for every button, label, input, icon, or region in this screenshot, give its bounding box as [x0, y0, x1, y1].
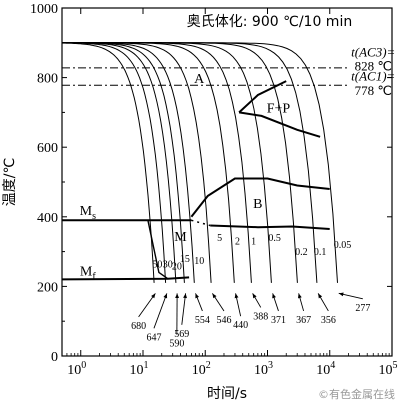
hardness-label: 277	[355, 303, 370, 314]
x-tick-exponent: 3	[268, 360, 273, 371]
mf-label-sub: f	[92, 271, 96, 282]
x-tick-label: 101	[129, 360, 148, 378]
hardness-arrowhead	[195, 293, 199, 299]
x-tick-exponent: 2	[206, 360, 211, 371]
hardness-arrowhead	[338, 292, 344, 297]
hardness-label: 356	[321, 315, 336, 326]
ac1-label: t(AC1)=	[351, 68, 395, 83]
x-tick-label: 102	[192, 360, 211, 378]
x-tick-label: 105	[379, 360, 398, 378]
y-tick-label: 800	[37, 72, 58, 87]
y-tick-label: 0	[51, 350, 58, 365]
cooling-rate-label: 15	[180, 254, 190, 265]
cooling-curve-5	[62, 42, 212, 283]
cooling-rate-label: 20	[172, 262, 182, 273]
y-tick-label: 600	[37, 141, 58, 156]
hardness-label: 388	[253, 311, 268, 322]
cooling-rate-label: 0.1	[314, 247, 327, 258]
watermark: ©有色金属在线	[318, 387, 395, 401]
fp-end-line	[238, 111, 321, 138]
region-b: B	[253, 197, 262, 212]
hardness-arrowhead	[318, 293, 323, 299]
hardness-arrowhead	[234, 293, 239, 299]
region-fp: F+P	[267, 101, 291, 116]
cooling-rate-label: 1	[251, 237, 256, 248]
hardness-arrowhead	[212, 293, 217, 299]
ms-label-sub: s	[92, 211, 96, 222]
ms-label: Ms	[80, 204, 96, 222]
x-tick-label: 103	[254, 360, 273, 378]
ac3-label: t(AC3)=	[351, 45, 395, 60]
mf-label: Mf	[80, 264, 96, 282]
cooling-rate-label: 0.5	[268, 233, 281, 244]
y-axis-label: 温度/℃	[2, 158, 18, 206]
y-tick-label: 400	[37, 211, 58, 226]
x-tick-label: 104	[316, 360, 335, 378]
hardness-label: 554	[195, 315, 210, 326]
x-tick-exponent: 0	[81, 360, 86, 371]
hardness-label: 546	[216, 315, 231, 326]
y-tick-label: 1000	[30, 2, 58, 17]
x-tick-exponent: 5	[393, 360, 398, 371]
hardness-label: 367	[296, 315, 311, 326]
cooling-rate-label: 50	[152, 259, 162, 270]
martensite-boundary	[147, 220, 169, 280]
chart-title: 奥氏体化: 900 ℃/10 min	[187, 13, 352, 30]
cooling-rate-label: 0.05	[334, 240, 352, 251]
ac3-value: 828 ℃	[355, 59, 392, 74]
bainite-end-line	[210, 224, 330, 230]
x-tick-exponent: 4	[330, 360, 335, 371]
bainite-start-line	[190, 177, 330, 218]
y-tick-label: 200	[37, 280, 58, 295]
hardness-label: 569	[174, 329, 189, 340]
cooling-rate-label: 30	[163, 259, 173, 270]
cooling-curve-10	[62, 42, 318, 283]
region-m: M	[174, 230, 187, 245]
hardness-label: 647	[146, 332, 161, 343]
hardness-arrowhead	[163, 293, 168, 299]
region-a: A	[194, 72, 205, 87]
hardness-label: 371	[271, 315, 286, 326]
hardness-label: 590	[169, 339, 184, 350]
hardness-label: 680	[131, 321, 146, 332]
cooling-rate-label: 10	[194, 256, 204, 267]
fp-start-line	[238, 80, 287, 114]
hardness-arrowhead	[252, 293, 257, 299]
ac1-value: 778 ℃	[355, 83, 392, 98]
hardness-arrowhead	[297, 293, 302, 299]
hardness-arrow	[181, 293, 187, 325]
x-tick-exponent: 1	[143, 360, 148, 371]
hardness-label: 440	[233, 320, 248, 331]
x-axis-label: 时间/s	[207, 386, 247, 402]
hardness-arrow	[153, 293, 168, 329]
cooling-rate-label: 0.2	[295, 247, 308, 258]
x-tick-label: 100	[67, 360, 86, 378]
hardness-arrowhead	[175, 293, 180, 298]
hardness-arrowhead	[183, 293, 187, 299]
cooling-rate-label: 5	[217, 233, 222, 244]
hardness-arrowhead	[272, 293, 276, 299]
hardness-arrow	[138, 293, 156, 318]
hardness-arrowhead	[151, 293, 156, 299]
cooling-rate-label: 2	[235, 237, 240, 248]
